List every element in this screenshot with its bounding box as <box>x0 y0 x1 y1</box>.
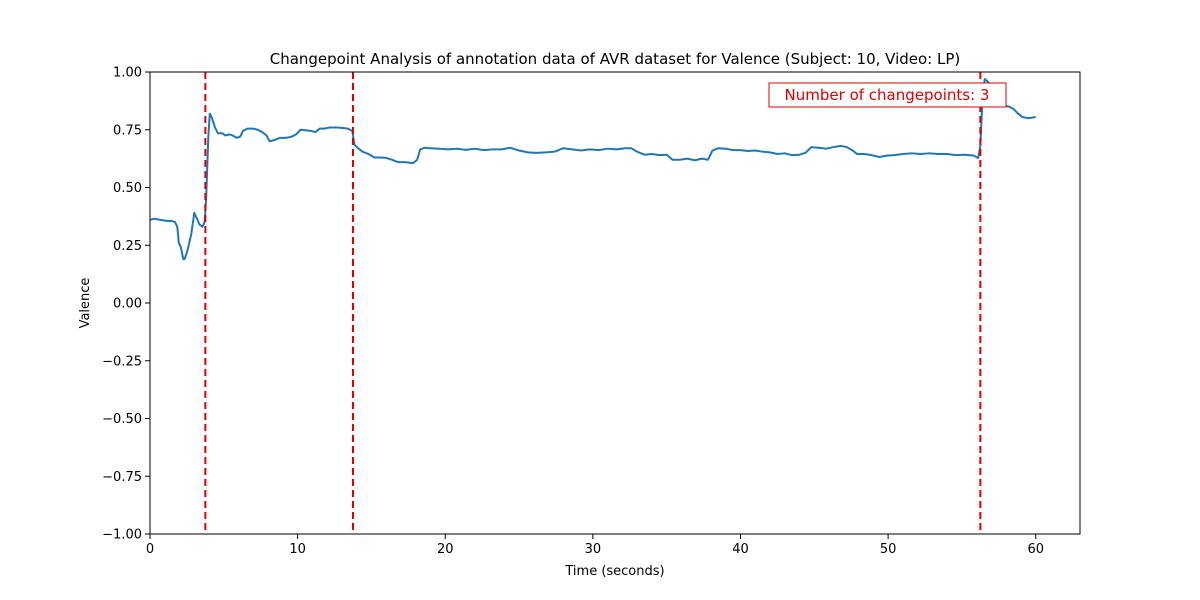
changepoint-lines <box>204 72 982 534</box>
y-axis: −1.00 −0.75 −0.50 −0.25 0.00 0.25 0.50 0.75 1.00 <box>102 66 150 543</box>
y-tick-label: −0.75 <box>102 470 142 485</box>
y-tick-label: 0.50 <box>113 181 142 196</box>
annotation-box <box>768 82 1007 108</box>
y-tick-label: −0.25 <box>102 354 142 369</box>
x-tick-label: 10 <box>289 542 306 557</box>
axes-frame <box>149 71 1081 535</box>
y-tick-label: −1.00 <box>102 528 142 543</box>
y-axis-label: Valence <box>78 278 93 329</box>
x-tick-label: 20 <box>437 542 454 557</box>
y-tick-label: 0.00 <box>113 297 142 312</box>
x-tick-label: 40 <box>732 542 749 557</box>
plot-area <box>149 77 1036 261</box>
x-tick-label: 60 <box>1027 542 1044 557</box>
x-axis: 0 10 20 30 40 50 60 <box>146 534 1044 557</box>
y-tick-label: 1.00 <box>113 66 142 81</box>
chart-title: Changepoint Analysis of annotation data … <box>270 50 961 68</box>
x-axis-label: Time (seconds) <box>564 564 664 579</box>
y-tick-label: 0.75 <box>113 123 142 138</box>
y-tick-label: 0.25 <box>113 239 142 254</box>
x-tick-label: 30 <box>585 542 602 557</box>
x-tick-label: 0 <box>146 542 154 557</box>
changepoint-count-annotation: Number of changepoints: 3 <box>768 82 1007 108</box>
annotation-text: Number of changepoints: 3 <box>785 86 990 104</box>
x-tick-label: 50 <box>880 542 897 557</box>
valence-series-line <box>149 77 1036 261</box>
y-tick-label: −0.50 <box>102 412 142 427</box>
